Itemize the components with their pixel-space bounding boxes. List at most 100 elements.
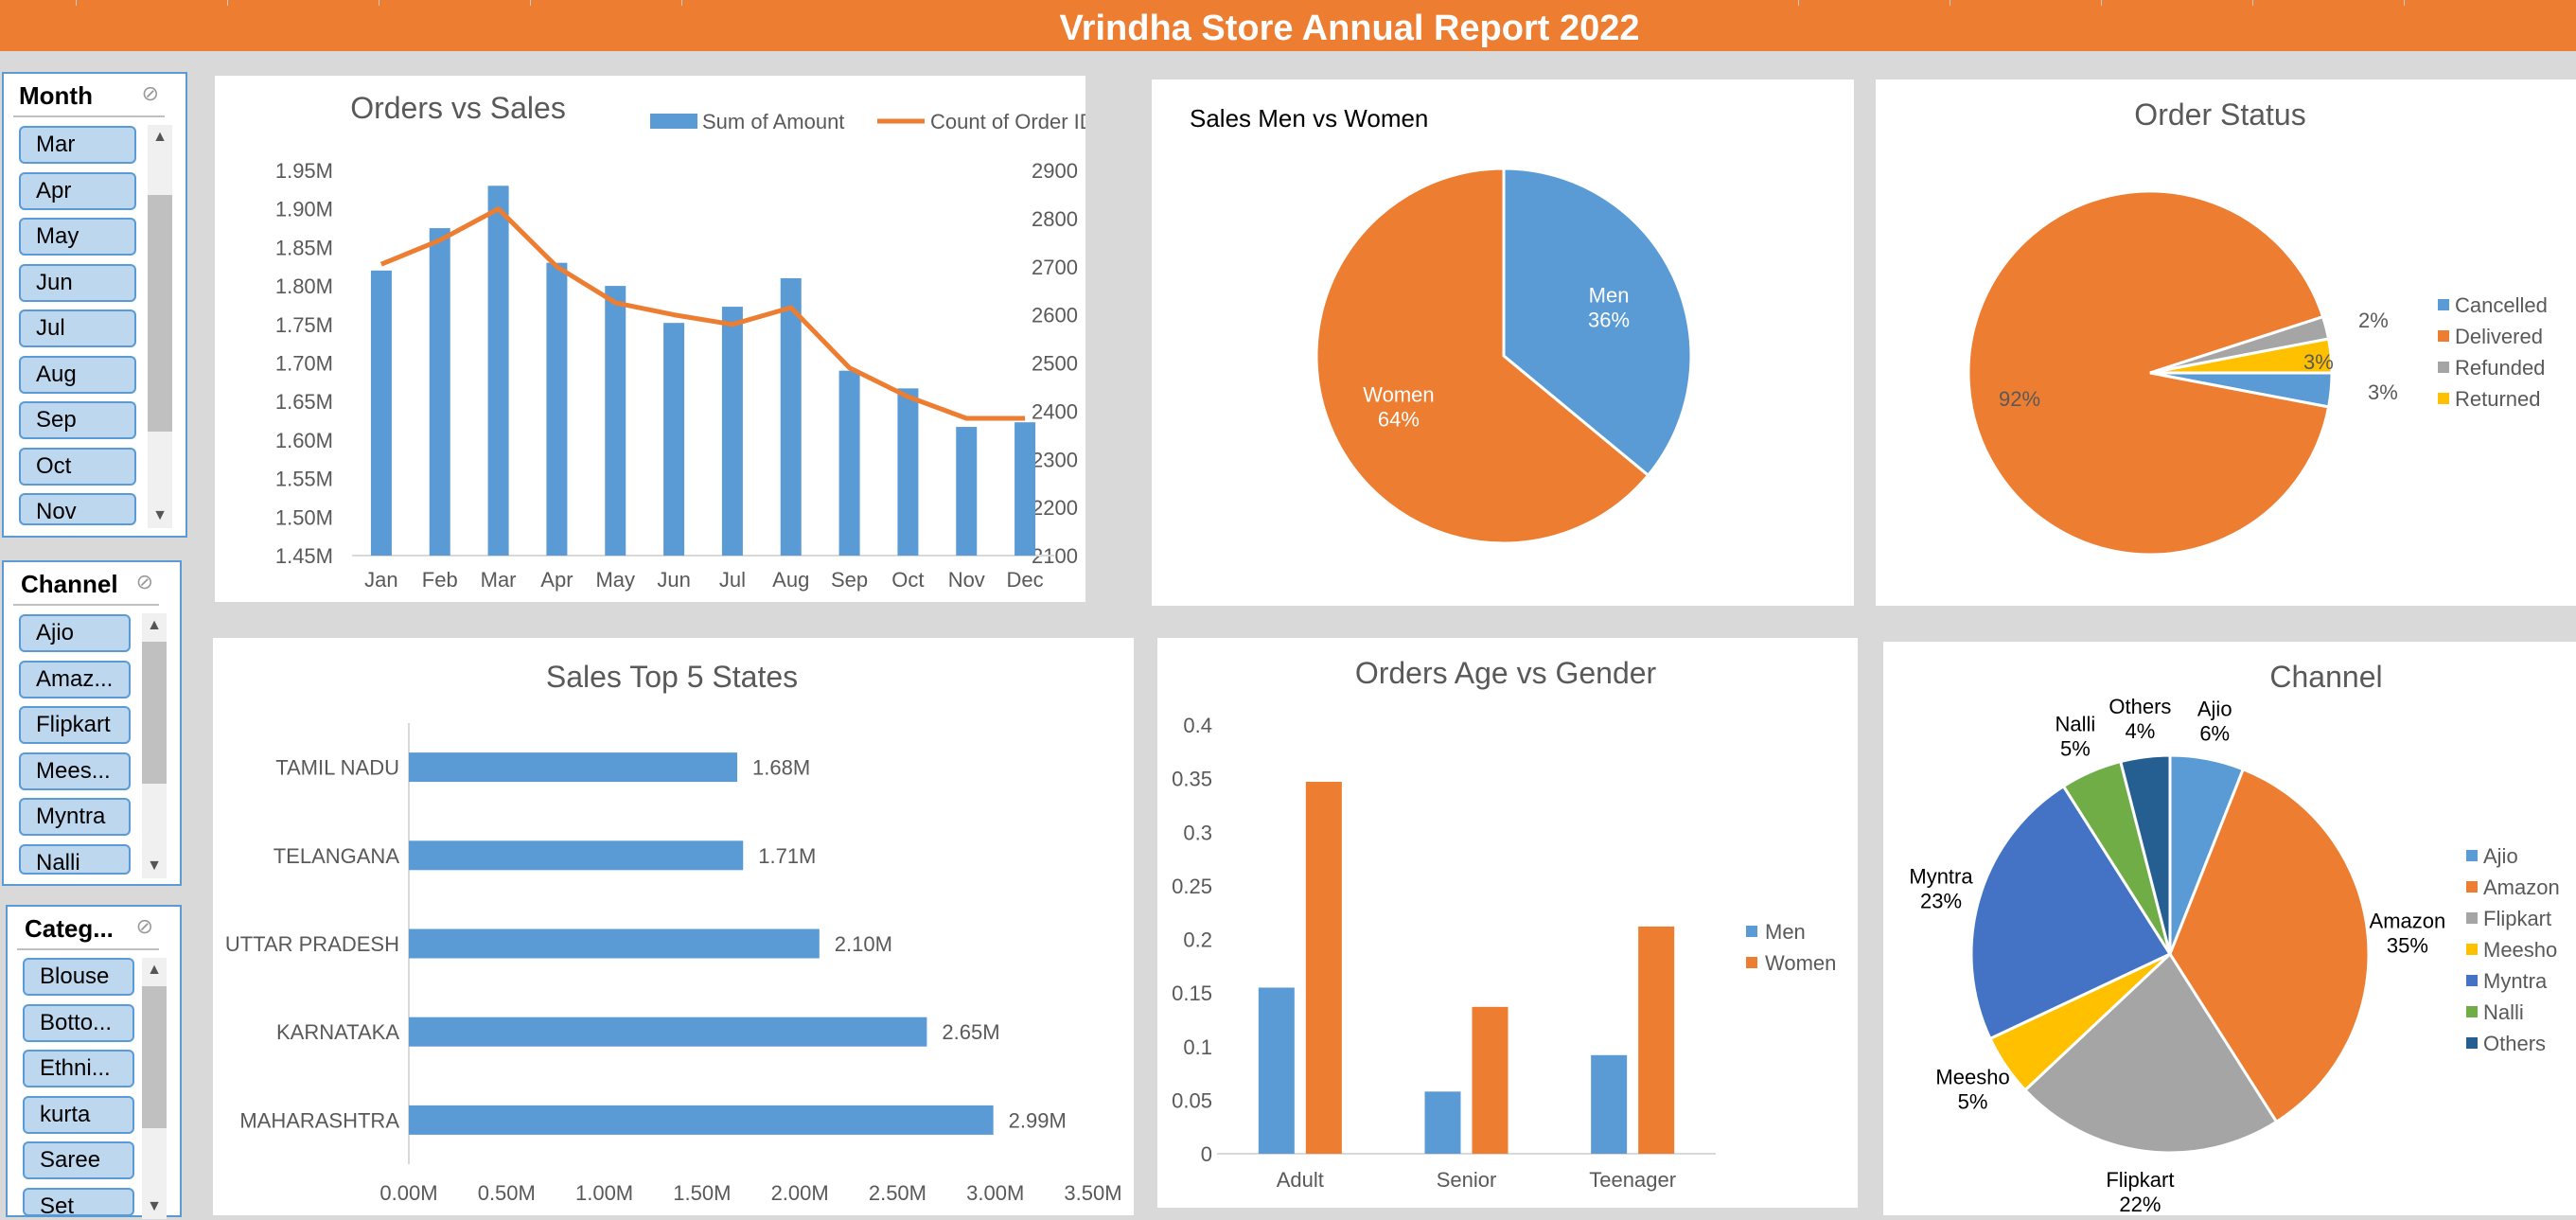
slicer-scrollbar[interactable]: ▲ ▼ — [142, 613, 167, 878]
x-tick-label: Nov — [948, 568, 985, 592]
scroll-up-icon[interactable]: ▲ — [147, 617, 162, 633]
scroll-up-icon[interactable]: ▲ — [152, 129, 168, 145]
legend-label: Women — [1765, 951, 1836, 975]
slicer-item[interactable]: Mees... — [19, 752, 131, 790]
y-tick-label: 1.70M — [275, 352, 333, 376]
legend-label: Ajio — [2483, 844, 2518, 868]
clear-filter-icon[interactable]: ⊘ — [135, 914, 153, 938]
legend-swatch — [2466, 944, 2478, 955]
slicer-item[interactable]: Jun — [19, 264, 136, 302]
scrollbar-thumb[interactable] — [148, 195, 172, 432]
slicer-item[interactable]: Nalli — [19, 844, 131, 875]
bar-amount-aug — [780, 277, 802, 556]
sales-top-states-panel: Sales Top 5 States 0.00M 0.50M 1.00M 1.50M 2.… — [213, 638, 1134, 1215]
chart-title: Channel — [2269, 660, 2382, 694]
clear-filter-icon[interactable]: ⊘ — [141, 81, 159, 105]
slicer-item[interactable]: Saree — [23, 1141, 134, 1179]
bar-amount-jun — [663, 323, 685, 556]
y-tick-label: 1.45M — [275, 544, 333, 568]
slicer-item[interactable]: Aug — [19, 356, 136, 394]
slicer-item[interactable]: Flipkart — [19, 706, 131, 744]
sales-top-states-chart: Sales Top 5 States 0.00M 0.50M 1.00M 1.50M 2.… — [225, 660, 1122, 1205]
slicer-item[interactable]: Mar — [19, 126, 136, 164]
scroll-down-icon[interactable]: ▼ — [147, 858, 162, 874]
scrollbar-thumb[interactable] — [142, 642, 167, 784]
slicer-item[interactable]: May — [19, 218, 136, 256]
slicer-item[interactable]: Set — [23, 1188, 134, 1216]
slicer-scrollbar[interactable]: ▲ ▼ — [142, 958, 167, 1219]
chart-title: Sales Men vs Women — [1190, 104, 1428, 133]
legend-swatch-amount — [650, 114, 697, 129]
data-label: 6% — [2199, 721, 2230, 745]
slicer-divider — [13, 604, 159, 606]
y-tick-label: 0.3 — [1183, 821, 1212, 844]
y-tick-label: KARNATAKA — [276, 1020, 399, 1044]
scroll-up-icon[interactable]: ▲ — [147, 962, 162, 978]
y-tick-label: 0.35 — [1172, 768, 1212, 791]
x-tick-label: 0.00M — [379, 1181, 437, 1205]
data-label: Nalli — [2056, 713, 2096, 736]
y-tick-label: TELANGANA — [273, 844, 400, 868]
y-tick-label: 0.2 — [1183, 928, 1212, 952]
channel-slicer: Channel ⊘ Ajio Amaz... Flipkart Mees... … — [2, 560, 182, 886]
sheet-gridline — [530, 0, 531, 6]
slicer-item[interactable]: Amaz... — [19, 661, 131, 698]
data-label: Myntra — [1909, 865, 1973, 889]
y-tick-label: 1.80M — [275, 274, 333, 298]
slicer-divider — [13, 115, 165, 117]
legend-swatch — [2466, 850, 2478, 861]
data-label: 2.10M — [835, 932, 892, 956]
y2-tick-label: 2800 — [1032, 207, 1078, 231]
scrollbar-thumb[interactable] — [142, 986, 167, 1128]
category-slicer: Categ... ⊘ Blouse Botto... Ethni... kurt… — [6, 905, 182, 1219]
scroll-down-icon[interactable]: ▼ — [152, 507, 168, 523]
x-tick-label: May — [595, 568, 635, 592]
bar-amount-oct — [897, 388, 919, 556]
y2-tick-label: 2500 — [1032, 352, 1078, 376]
data-label: 5% — [1958, 1090, 1988, 1114]
slicer-item[interactable]: kurta — [23, 1096, 134, 1134]
data-label: 1.68M — [752, 756, 810, 780]
scroll-down-icon[interactable]: ▼ — [147, 1198, 162, 1214]
sheet-gridline — [227, 0, 228, 6]
y2-tick-label: 2600 — [1032, 304, 1078, 327]
slicer-item[interactable]: Sep — [19, 401, 136, 439]
slicer-item[interactable]: Ethni... — [23, 1050, 134, 1087]
bar-amount-feb — [429, 228, 450, 557]
slicer-item[interactable]: Botto... — [23, 1004, 134, 1042]
y-tick-label: 0 — [1201, 1142, 1212, 1166]
legend-swatch — [2466, 1006, 2478, 1017]
slicer-item[interactable]: Apr — [19, 172, 136, 210]
x-tick-label: 3.50M — [1064, 1181, 1121, 1205]
legend-label: Sum of Amount — [702, 110, 844, 133]
x-tick-label: Jan — [364, 568, 397, 592]
y-tick-label: 1.90M — [275, 198, 333, 221]
bar-men — [1591, 1054, 1628, 1154]
slicer-item[interactable]: Blouse — [23, 958, 134, 996]
y-tick-label: 0.25 — [1172, 875, 1212, 898]
data-label: 36% — [1588, 309, 1630, 332]
x-tick-label: Sep — [831, 568, 868, 592]
slicer-item[interactable]: Myntra — [19, 798, 131, 836]
clear-filter-icon[interactable]: ⊘ — [135, 570, 153, 593]
x-tick-label: Oct — [891, 568, 924, 592]
x-tick-label: 2.00M — [771, 1181, 829, 1205]
data-label: Others — [2108, 695, 2171, 718]
y-tick-label: 1.60M — [275, 429, 333, 452]
slicer-item[interactable]: Ajio — [19, 614, 131, 652]
slicer-item[interactable]: Oct — [19, 448, 136, 486]
legend-swatch — [2466, 881, 2478, 893]
slicer-scrollbar[interactable]: ▲ ▼ — [148, 125, 172, 528]
x-tick-label: Senior — [1437, 1168, 1497, 1192]
slicer-item[interactable]: Jul — [19, 309, 136, 347]
legend-swatch — [2466, 1037, 2478, 1049]
slicer-item[interactable]: Nov — [19, 493, 136, 525]
data-label: 3% — [2303, 350, 2334, 374]
order-status-panel: Order Status 3% 92% 2% 3% Cancelled Delivered R… — [1876, 80, 2576, 606]
pie-slice-others — [2118, 753, 2172, 955]
legend-swatch — [2438, 299, 2449, 310]
data-label: 2% — [2358, 309, 2389, 332]
legend-label: Flipkart — [2483, 907, 2551, 930]
report-title: Vrindha Store Annual Report 2022 — [1059, 9, 1640, 48]
